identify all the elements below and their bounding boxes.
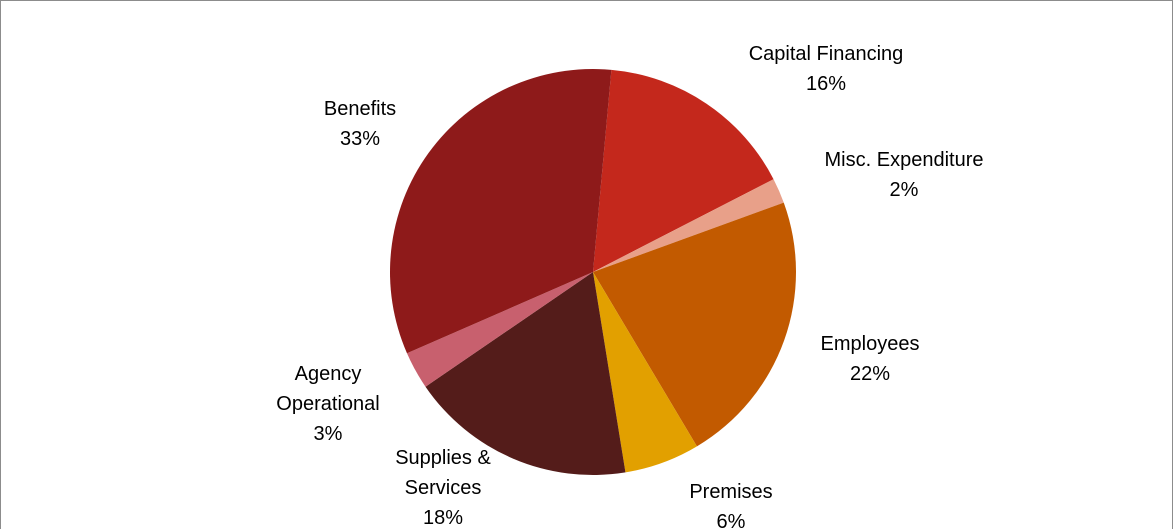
pie-label-line: Agency [295,363,362,385]
pie-label-line: 2% [890,179,919,201]
pie-label-line: Employees [821,333,920,355]
pie-slice-employees [593,202,797,447]
pie-label-line: 22% [850,363,890,385]
pie-label-line: Services [405,477,482,499]
pie-label-employees: Employees 22% [821,333,920,385]
pie-label-misc-expenditure: Misc. Expenditure 2% [825,149,984,201]
pie-slice-misc-expenditure [593,179,784,272]
pie-slice-premises [593,272,697,473]
pie-slice-benefits [390,69,612,354]
pie-label-capital-financing: Capital Financing 16% [749,43,904,95]
pie-label-premises: Premises 6% [689,481,772,530]
pie-label-supplies-and-services: Supplies & Services 18% [395,447,491,529]
pie-label-line: Operational [276,393,379,415]
pie-label-line: Misc. Expenditure [825,149,984,171]
pie-label-line: 6% [717,511,746,530]
pie-labels: Capital Financing 16% Misc. Expenditure 2% E… [276,43,983,530]
pie-label-line: Supplies & [395,447,491,469]
pie-label-line: 33% [340,128,380,150]
pie-label-line: Benefits [324,98,396,120]
pie-label-line: 18% [423,507,463,529]
pie-slice-supplies-and-services [425,272,626,476]
pie-label-line: Capital Financing [749,43,904,65]
pie-slice-capital-financing [593,69,774,272]
pie-slice-agency-operational [406,272,593,387]
pie-label-agency-operational: Agency Operational 3% [276,363,379,445]
pie-label-line: Premises [689,481,772,503]
pie-label-line: 3% [314,423,343,445]
pie-slices [390,69,797,476]
pie-label-benefits: Benefits 33% [324,98,396,150]
pie-label-line: 16% [806,73,846,95]
